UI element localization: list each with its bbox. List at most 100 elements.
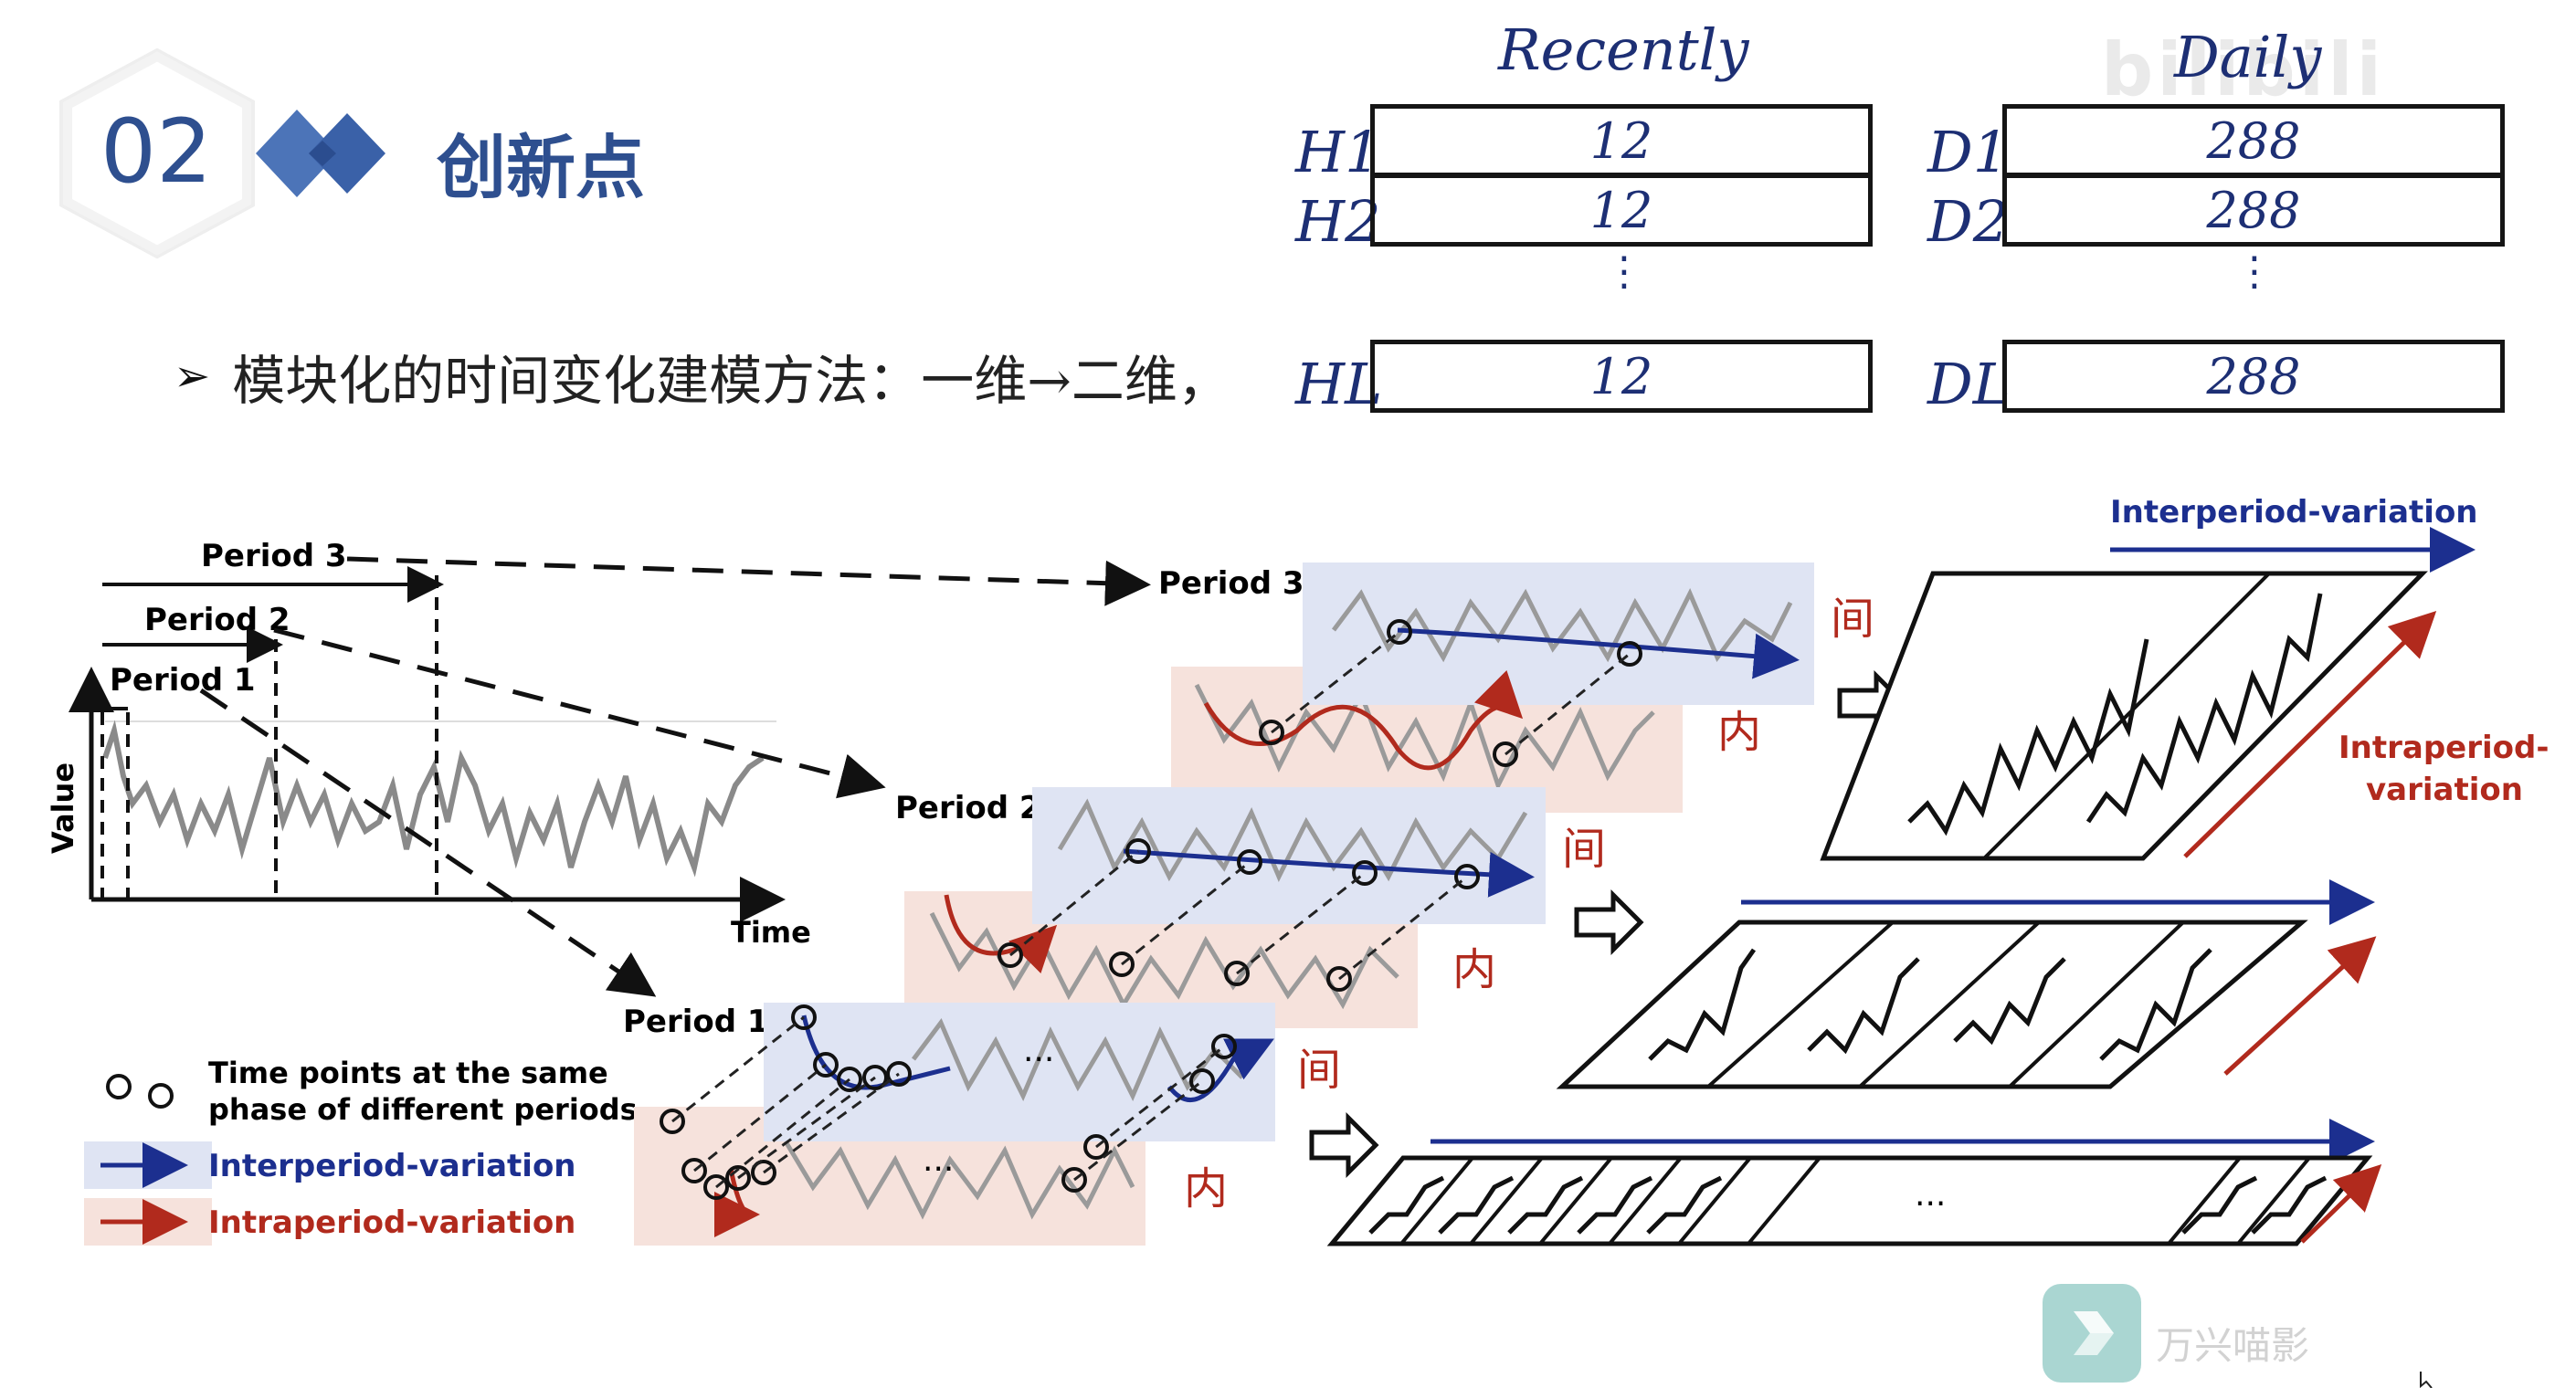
row-series [1057, 798, 1528, 882]
tensor-divider [1608, 1156, 1683, 1246]
row-ellipsis: ... [1023, 1032, 1054, 1069]
tensor-intra-label-1: Intraperiod- [2338, 730, 2549, 766]
row-label-h2: H2 [1295, 188, 1381, 255]
phase-link [1121, 860, 1251, 966]
phase-point [837, 1067, 862, 1092]
tensor-divider [1706, 920, 1895, 1088]
phase-point [725, 1165, 751, 1191]
phase-point [1454, 864, 1480, 889]
tensor-series [1577, 1175, 1653, 1235]
tensor-plane [1556, 920, 2308, 1089]
bullet-item: ➢ 模块化的时间变化建模方法：一维→二维， [174, 338, 1230, 415]
intra-arrow [1203, 670, 1524, 771]
tensor-divider [1747, 1156, 1821, 1246]
stack-period-2-label: Period 2 [895, 790, 1041, 826]
intra-arrow [944, 894, 1058, 973]
phase-point [1259, 720, 1284, 745]
intra-arrow [713, 1168, 760, 1237]
phase-point [886, 1061, 912, 1087]
row-label-d2: D2 [1927, 188, 2010, 255]
intra-tag: 内 [1717, 707, 1761, 758]
legend-inter-text: Interperiod-variation [208, 1148, 576, 1184]
tensor-intra-arrow [2300, 1164, 2382, 1244]
period-1-label: Period 1 [110, 662, 256, 699]
cell-h2-value: 12 [1589, 181, 1653, 239]
inter-arrow [1167, 1038, 1274, 1103]
phase-link [1095, 1045, 1225, 1149]
row-ellipsis: ... [923, 1141, 954, 1179]
tensor-2d-top: Interperiod-variation Intraperiod- varia… [1820, 494, 2549, 861]
period-1-stack: Period 1 ... ... 间 内 [623, 1003, 1341, 1246]
phase-link [1338, 875, 1468, 981]
cell-hl: 12 [1370, 340, 1873, 413]
cell-d2: 288 [2002, 174, 2505, 247]
phase-link [1009, 849, 1139, 957]
tensor-series [1648, 948, 1757, 1061]
row-series [783, 1140, 1135, 1220]
cell-h1-value: 12 [1589, 111, 1653, 170]
tensor-divider [2167, 1156, 2242, 1246]
cell-dl: 288 [2002, 340, 2505, 413]
legend-circles-text-2: phase of different periods [208, 1092, 638, 1127]
tensor-divider [1399, 1156, 1474, 1246]
stack-period-1-label: Period 1 [623, 1004, 769, 1040]
period-3-stack: Period 3 间 内 [1158, 563, 1874, 813]
tensor-divider [1982, 572, 2271, 860]
inter-tag: 间 [1831, 594, 1874, 645]
period-2-mapping-arrow [273, 627, 886, 799]
row-label-h1: H1 [1295, 119, 1381, 185]
tensor-2d-bottom: ... [1326, 1119, 2382, 1246]
stack-period-3-label: Period 3 [1158, 565, 1304, 602]
section-number: 02 [100, 100, 213, 203]
transform-arrow-icon [1309, 1111, 1379, 1179]
cell-d2-value: 288 [2206, 181, 2301, 239]
tensor-divider [2008, 920, 2185, 1088]
figure-legend: Time points at the same phase of differe… [84, 1056, 638, 1246]
period-2-stack: Period 2 间 内 [895, 787, 1606, 1028]
phase-point [862, 1065, 888, 1090]
phase-point [1493, 741, 1518, 767]
inter-arrow [1397, 627, 1800, 679]
intra-tag: 内 [1184, 1163, 1228, 1214]
phase-link [1073, 1079, 1203, 1182]
tensor-series [1507, 1175, 1584, 1235]
intra-tag: 内 [1452, 944, 1496, 995]
tensor-ellipsis: ... [1915, 1176, 1946, 1214]
bullet-arrow-icon: ➢ [174, 351, 211, 402]
row-series [912, 1018, 1244, 1101]
phase-point [1387, 619, 1412, 645]
period-1-mapping-arrow [199, 688, 657, 997]
tensor-series [1646, 1175, 1723, 1235]
tensor-divider [2236, 1156, 2311, 1246]
tensor-series [2181, 1175, 2258, 1235]
inter-arrow [1123, 848, 1535, 898]
tensor-series [2099, 948, 2212, 1061]
tensor-series [2085, 593, 2323, 824]
tensor-divider [1469, 1156, 1544, 1246]
phase-point [1224, 961, 1250, 986]
time-axis-label: Time [731, 915, 811, 950]
phase-point [660, 1109, 685, 1134]
phase-point [1109, 952, 1135, 977]
legend-circles-text: Time points at the same [208, 1056, 608, 1090]
tensor-divider [1538, 1156, 1613, 1246]
phase-point [1352, 860, 1378, 886]
tensor-series [1438, 1175, 1515, 1235]
tensor-series [1907, 638, 2149, 836]
logo-glyph-icon [2074, 1311, 2114, 1355]
phase-point [1617, 641, 1642, 667]
row-label-hl: HL [1295, 351, 1383, 417]
brand-watermark: bilibili [2101, 27, 2386, 112]
phase-link [715, 1078, 850, 1189]
tensor-intra-label-2: variation [2366, 772, 2523, 808]
phase-link [737, 1076, 876, 1180]
phase-link [1236, 871, 1366, 975]
tensor-series [1807, 957, 1920, 1055]
phase-link [1504, 652, 1631, 756]
phase-point [791, 1004, 817, 1030]
tensor-divider [1858, 920, 2041, 1088]
period-3-mapping-arrow [346, 556, 1151, 606]
phase-link [671, 1015, 805, 1123]
legend-circle-icon [148, 1083, 174, 1109]
